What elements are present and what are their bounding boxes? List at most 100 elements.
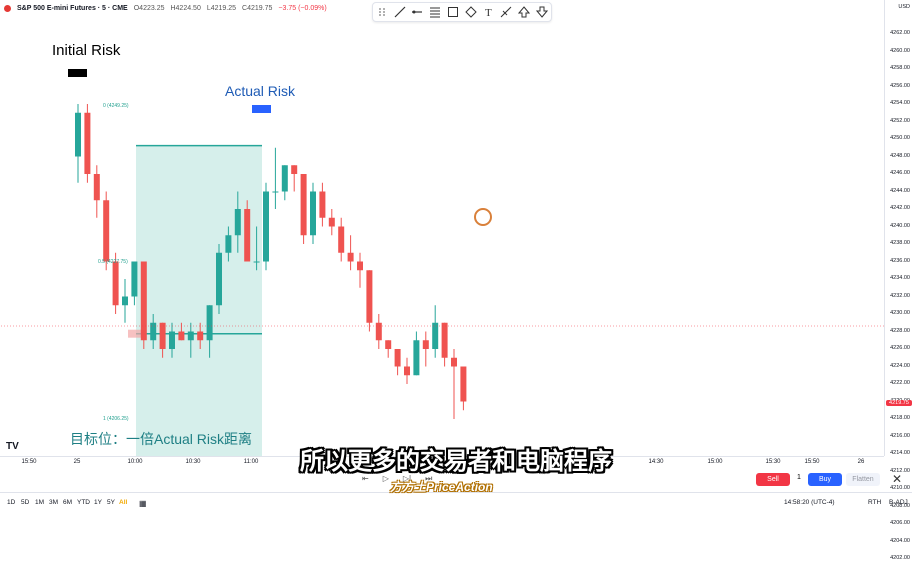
arrow-up-icon[interactable] bbox=[517, 5, 531, 19]
price-axis-currency[interactable]: USD bbox=[898, 4, 910, 10]
actual-risk-label: Actual Risk bbox=[225, 83, 296, 99]
candle-body bbox=[225, 235, 232, 253]
fib-level-1-label: 1 (4206.25) bbox=[103, 416, 129, 422]
price-axis[interactable]: USD 4262.00 4260.00 4258.00 4256.00 4254.00 4… bbox=[884, 0, 912, 561]
price-tick-label: 4212.00 bbox=[890, 467, 910, 474]
timeframe-button-1m[interactable]: 1M bbox=[35, 499, 45, 506]
price-chart[interactable] bbox=[0, 16, 884, 456]
timeframe-button-1d[interactable]: 1D bbox=[7, 499, 16, 506]
price-tick-label: 4234.00 bbox=[890, 275, 910, 281]
time-tick-label: 15:00 bbox=[707, 459, 723, 465]
candle-body bbox=[404, 366, 410, 376]
path-icon[interactable] bbox=[464, 5, 478, 19]
price-tick-label: 4226.00 bbox=[890, 345, 910, 351]
arrow-down-icon[interactable] bbox=[535, 5, 549, 19]
candle-body bbox=[103, 200, 110, 262]
rectangle-icon[interactable] bbox=[446, 5, 460, 19]
candle-body bbox=[131, 261, 138, 297]
candle-body bbox=[385, 340, 392, 349]
price-tick-label: 4216.00 bbox=[890, 432, 910, 439]
timeframe-button-ytd[interactable]: YTD bbox=[77, 499, 90, 506]
candle-body bbox=[291, 165, 298, 174]
price-tick-label: 4202.00 bbox=[890, 555, 910, 561]
price-tick-label: 4214.00 bbox=[890, 450, 910, 456]
time-tick-label: 11:00 bbox=[243, 459, 259, 465]
sell-button[interactable]: Sell bbox=[756, 473, 790, 486]
candle-body bbox=[150, 322, 157, 341]
price-tick-label: 4242.00 bbox=[890, 205, 910, 211]
fib-retracement-icon[interactable] bbox=[428, 5, 442, 19]
bottom-toolbar: ▦ 14:58:20 (UTC-4) RTH B-ADJ 1D 5D 1M 3M 6M Y… bbox=[0, 492, 912, 514]
price-tick-label: 4224.00 bbox=[890, 362, 910, 369]
symbol-icon bbox=[4, 4, 11, 12]
close-icon[interactable]: ✕ bbox=[892, 472, 903, 486]
drawing-toolbar: T bbox=[372, 2, 552, 22]
price-tick-label: 4228.00 bbox=[890, 327, 910, 334]
candle-body bbox=[357, 261, 363, 271]
candle-body bbox=[432, 322, 439, 349]
candle-body bbox=[394, 349, 401, 367]
price-tick-label: 4240.00 bbox=[890, 222, 910, 229]
fib-level-05-label: 0.5 (4227.75) bbox=[98, 259, 128, 265]
price-tick-label: 4236.00 bbox=[890, 257, 910, 264]
cursor-highlight bbox=[474, 208, 492, 226]
date-range-icon[interactable]: ▦ bbox=[139, 499, 147, 508]
time-tick-label: 14:30 bbox=[648, 459, 664, 465]
candle-body bbox=[169, 331, 175, 349]
measure-icon[interactable] bbox=[499, 5, 513, 19]
timeframe-button-1y[interactable]: 1Y bbox=[94, 499, 102, 506]
trend-line-icon[interactable] bbox=[393, 5, 407, 19]
replay-controls: ⇤ ▷ ▷| ⏭ bbox=[362, 474, 432, 484]
candle-body bbox=[263, 191, 269, 262]
adjust-toggle[interactable]: B-ADJ bbox=[889, 499, 908, 506]
tradingview-logo: TV bbox=[6, 441, 19, 452]
horizontal-ray-icon[interactable] bbox=[410, 5, 424, 19]
candle-body bbox=[441, 322, 448, 358]
replay-skip-icon[interactable]: ⏭ bbox=[425, 474, 433, 483]
price-tick-label: 4218.00 bbox=[890, 415, 910, 421]
ohlc-high: H4224.50 bbox=[170, 4, 201, 12]
initial-risk-label: Initial Risk bbox=[52, 42, 121, 59]
candle-body bbox=[347, 252, 354, 262]
timeframe-button-all[interactable]: All bbox=[119, 499, 128, 506]
price-tick-label: 4252.00 bbox=[890, 117, 910, 124]
quantity-field[interactable]: 1 bbox=[797, 474, 801, 481]
text-icon[interactable]: T bbox=[482, 5, 496, 19]
timeframe-button-6m[interactable]: 6M bbox=[63, 499, 73, 506]
session-toggle[interactable]: RTH bbox=[868, 499, 882, 506]
candle-body bbox=[234, 209, 241, 236]
price-tick-label: 4246.00 bbox=[890, 170, 910, 176]
candle-body bbox=[75, 112, 81, 157]
replay-play-icon[interactable]: ▷ bbox=[382, 474, 389, 483]
fib-retracement[interactable] bbox=[128, 144, 562, 456]
time-tick-label: 15:50 bbox=[21, 459, 37, 465]
candle-body bbox=[122, 296, 128, 306]
symbol-name[interactable]: S&P 500 E-mini Futures · 5 · CME bbox=[17, 4, 128, 12]
ohlc-change: −3.75 (−0.09%) bbox=[278, 4, 327, 12]
replay-forward-icon[interactable]: ▷| bbox=[402, 474, 412, 483]
candle-body bbox=[253, 261, 260, 263]
clock-display[interactable]: 14:58:20 (UTC-4) bbox=[784, 499, 835, 506]
candle-body bbox=[206, 305, 213, 341]
timeframe-button-5y[interactable]: 5Y bbox=[107, 499, 115, 506]
timeframe-button-5d[interactable]: 5D bbox=[21, 499, 30, 506]
replay-step-back-icon[interactable]: ⇤ bbox=[362, 474, 369, 483]
candle-body bbox=[310, 191, 316, 236]
buy-button[interactable]: Buy bbox=[808, 473, 842, 486]
grip-icon[interactable] bbox=[375, 5, 389, 19]
ohlc-low: L4219.25 bbox=[206, 4, 237, 12]
price-tick-label: 4208.00 bbox=[890, 502, 910, 509]
candle-body bbox=[272, 191, 279, 193]
price-tick-label: 4206.00 bbox=[890, 520, 910, 526]
current-price-badge: 4219.75 bbox=[886, 399, 912, 406]
price-tick-label: 4238.00 bbox=[890, 240, 910, 246]
timeframe-button-3m[interactable]: 3M bbox=[49, 499, 59, 506]
candle-body bbox=[140, 261, 147, 341]
candle-body bbox=[281, 165, 288, 192]
flatten-button[interactable]: Flatten bbox=[846, 473, 880, 486]
candle-body bbox=[422, 340, 429, 349]
price-tick-label: 4210.00 bbox=[890, 485, 910, 491]
candle-body bbox=[197, 331, 204, 341]
time-axis[interactable]: 15:50 25 10:00 10:30 11:00 14:30 15:00 15:30 15:… bbox=[0, 456, 884, 469]
candle-body bbox=[244, 209, 251, 262]
